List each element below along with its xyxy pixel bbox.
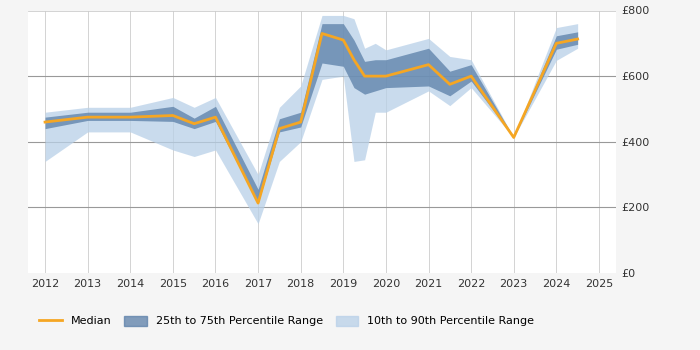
- Legend: Median, 25th to 75th Percentile Range, 10th to 90th Percentile Range: Median, 25th to 75th Percentile Range, 1…: [34, 310, 540, 332]
